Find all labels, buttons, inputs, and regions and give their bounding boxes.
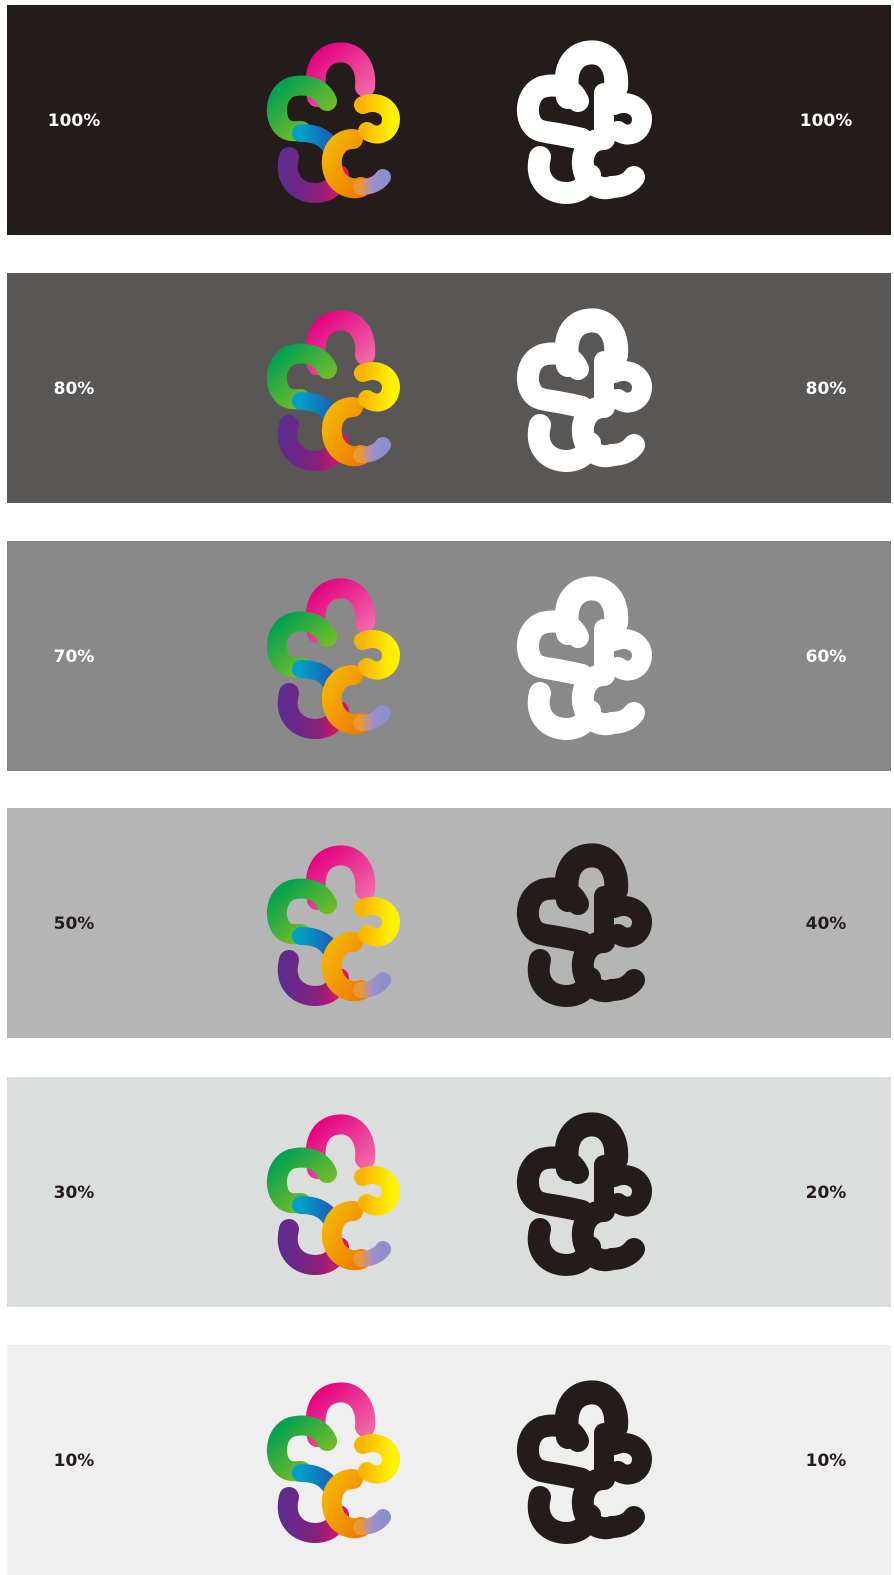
right-percentage-label: 80% (805, 379, 847, 399)
left-percentage-label: 30% (53, 1183, 95, 1203)
color-logo (266, 1382, 401, 1544)
color-logo (266, 1114, 401, 1276)
monochrome-logo (516, 308, 653, 473)
background-band: 10% 10% (7, 1345, 891, 1575)
color-logo (266, 845, 401, 1007)
color-logo (266, 578, 401, 740)
right-percentage-label: 20% (805, 1183, 847, 1203)
background-band: 80% 80% (7, 273, 891, 503)
background-band: 30% 20% (7, 1077, 891, 1307)
color-logo (266, 42, 401, 204)
background-band: 100% 100% (7, 5, 891, 235)
monochrome-logo (516, 1112, 653, 1277)
left-percentage-label: 80% (53, 379, 95, 399)
right-percentage-label: 100% (799, 111, 853, 131)
right-percentage-label: 40% (805, 914, 847, 934)
color-logo (266, 310, 401, 472)
monochrome-logo (516, 576, 653, 741)
background-band: 50% 40% (7, 808, 891, 1038)
monochrome-logo (516, 843, 653, 1008)
monochrome-logo (516, 1380, 653, 1545)
monochrome-logo (516, 40, 653, 205)
left-percentage-label: 50% (53, 914, 95, 934)
right-percentage-label: 10% (805, 1451, 847, 1471)
left-percentage-label: 100% (47, 111, 101, 131)
right-percentage-label: 60% (805, 647, 847, 667)
background-band: 70% 60% (7, 541, 891, 771)
left-percentage-label: 70% (53, 647, 95, 667)
left-percentage-label: 10% (53, 1451, 95, 1471)
